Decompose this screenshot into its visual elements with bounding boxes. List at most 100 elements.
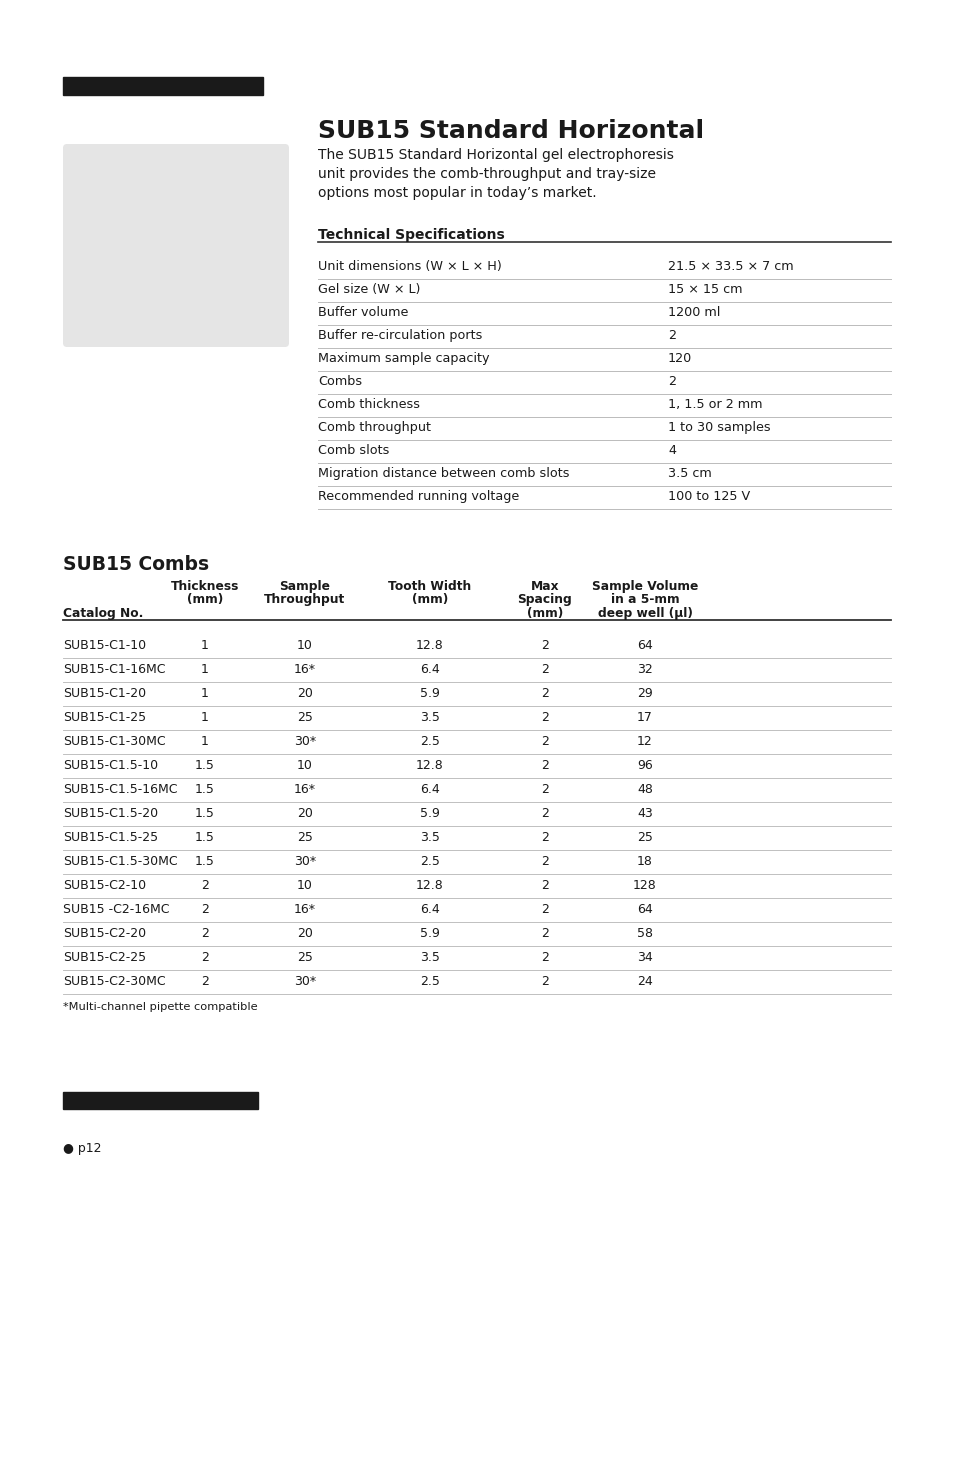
Text: 64: 64 [637, 903, 652, 916]
Text: 2: 2 [540, 760, 548, 771]
Text: SUB15-C2-30MC: SUB15-C2-30MC [63, 975, 166, 988]
Text: 1, 1.5 or 2 mm: 1, 1.5 or 2 mm [667, 398, 761, 412]
Text: 2: 2 [667, 375, 676, 388]
Text: 16*: 16* [294, 783, 315, 796]
Text: 2: 2 [201, 879, 209, 892]
Text: Thickness: Thickness [171, 580, 239, 593]
Text: (mm): (mm) [412, 593, 448, 606]
Text: 4: 4 [667, 444, 676, 457]
Text: 2: 2 [201, 903, 209, 916]
Text: 1200 ml: 1200 ml [667, 305, 720, 319]
Text: SUB15-C1-30MC: SUB15-C1-30MC [63, 735, 166, 748]
Text: 128: 128 [633, 879, 657, 892]
Text: 2: 2 [540, 687, 548, 701]
Text: 64: 64 [637, 639, 652, 652]
Text: 30*: 30* [294, 735, 315, 748]
Text: 24: 24 [637, 975, 652, 988]
Text: 5.9: 5.9 [419, 807, 439, 820]
Text: 1: 1 [201, 735, 209, 748]
FancyBboxPatch shape [63, 145, 289, 347]
Text: SUB15-C1.5-30MC: SUB15-C1.5-30MC [63, 855, 177, 867]
Text: 2: 2 [540, 783, 548, 796]
Text: SUB15-C1.5-25: SUB15-C1.5-25 [63, 830, 158, 844]
Text: 2.5: 2.5 [419, 975, 439, 988]
Text: 5.9: 5.9 [419, 926, 439, 940]
Text: 120: 120 [667, 353, 692, 364]
Text: 2: 2 [540, 951, 548, 965]
Text: 2: 2 [540, 830, 548, 844]
Text: Throughput: Throughput [264, 593, 345, 606]
Text: SUB15-C1-25: SUB15-C1-25 [63, 711, 146, 724]
Text: Migration distance between comb slots: Migration distance between comb slots [317, 468, 569, 479]
Text: 12.8: 12.8 [416, 760, 443, 771]
Text: 3.5: 3.5 [419, 711, 439, 724]
Text: 1.5: 1.5 [194, 855, 214, 867]
Text: Spacing: Spacing [517, 593, 572, 606]
Text: 2: 2 [540, 639, 548, 652]
Text: 3.5: 3.5 [419, 951, 439, 965]
Text: SUB15-C1.5-10: SUB15-C1.5-10 [63, 760, 158, 771]
Text: Unit dimensions (W × L × H): Unit dimensions (W × L × H) [317, 260, 501, 273]
Text: 2: 2 [540, 975, 548, 988]
Text: 2: 2 [540, 855, 548, 867]
Text: 25: 25 [296, 711, 313, 724]
Text: Buffer re-circulation ports: Buffer re-circulation ports [317, 329, 482, 342]
Text: 58: 58 [637, 926, 652, 940]
Text: Buffer volume: Buffer volume [317, 305, 408, 319]
Text: (mm): (mm) [187, 593, 223, 606]
Text: 2: 2 [667, 329, 676, 342]
Text: 2: 2 [540, 926, 548, 940]
Text: Technical Specifications: Technical Specifications [317, 229, 504, 242]
Text: Comb slots: Comb slots [317, 444, 389, 457]
Text: 10: 10 [296, 879, 313, 892]
Text: 30*: 30* [294, 975, 315, 988]
Text: 15 × 15 cm: 15 × 15 cm [667, 283, 741, 296]
Text: SUB15 -C2-16MC: SUB15 -C2-16MC [63, 903, 170, 916]
Text: in a 5-mm: in a 5-mm [610, 593, 679, 606]
Text: 96: 96 [637, 760, 652, 771]
Text: 2: 2 [201, 951, 209, 965]
Text: 1: 1 [201, 662, 209, 676]
Text: Recommended running voltage: Recommended running voltage [317, 490, 518, 503]
Text: 12.8: 12.8 [416, 879, 443, 892]
Text: SUB15 Standard Horizontal: SUB15 Standard Horizontal [317, 119, 703, 143]
Text: 10: 10 [296, 639, 313, 652]
Text: 2: 2 [540, 662, 548, 676]
Text: ● p12: ● p12 [63, 1142, 101, 1155]
Text: 1: 1 [201, 639, 209, 652]
Text: 21.5 × 33.5 × 7 cm: 21.5 × 33.5 × 7 cm [667, 260, 793, 273]
Text: 100 to 125 V: 100 to 125 V [667, 490, 749, 503]
Text: SUB15-C1-16MC: SUB15-C1-16MC [63, 662, 165, 676]
Text: Comb throughput: Comb throughput [317, 420, 431, 434]
Text: Tooth Width: Tooth Width [388, 580, 471, 593]
Text: 2: 2 [540, 879, 548, 892]
Bar [63, 77, 263, 94]
Text: deep well (µl): deep well (µl) [597, 608, 692, 620]
Text: 43: 43 [637, 807, 652, 820]
Text: SUB15-C2-25: SUB15-C2-25 [63, 951, 146, 965]
Text: Max: Max [530, 580, 558, 593]
Text: 6.4: 6.4 [419, 783, 439, 796]
Text: Maximum sample capacity: Maximum sample capacity [317, 353, 489, 364]
Text: 6.4: 6.4 [419, 903, 439, 916]
Text: 20: 20 [296, 807, 313, 820]
Text: 16*: 16* [294, 903, 315, 916]
Text: Sample Volume: Sample Volume [591, 580, 698, 593]
Text: 2: 2 [201, 975, 209, 988]
Text: 1.5: 1.5 [194, 760, 214, 771]
Text: 1.5: 1.5 [194, 783, 214, 796]
Text: 25: 25 [637, 830, 652, 844]
Text: options most popular in today’s market.: options most popular in today’s market. [317, 186, 596, 201]
Text: SUB15-C1.5-20: SUB15-C1.5-20 [63, 807, 158, 820]
Text: 18: 18 [637, 855, 652, 867]
Text: 1: 1 [201, 711, 209, 724]
Text: SUB15-C2-10: SUB15-C2-10 [63, 879, 146, 892]
Text: 6.4: 6.4 [419, 662, 439, 676]
Text: 17: 17 [637, 711, 652, 724]
Text: unit provides the comb-throughput and tray-size: unit provides the comb-throughput and tr… [317, 167, 656, 181]
Text: 2: 2 [540, 711, 548, 724]
Text: Sample: Sample [279, 580, 330, 593]
Text: 2.5: 2.5 [419, 735, 439, 748]
Text: Combs: Combs [317, 375, 362, 388]
Text: 25: 25 [296, 951, 313, 965]
